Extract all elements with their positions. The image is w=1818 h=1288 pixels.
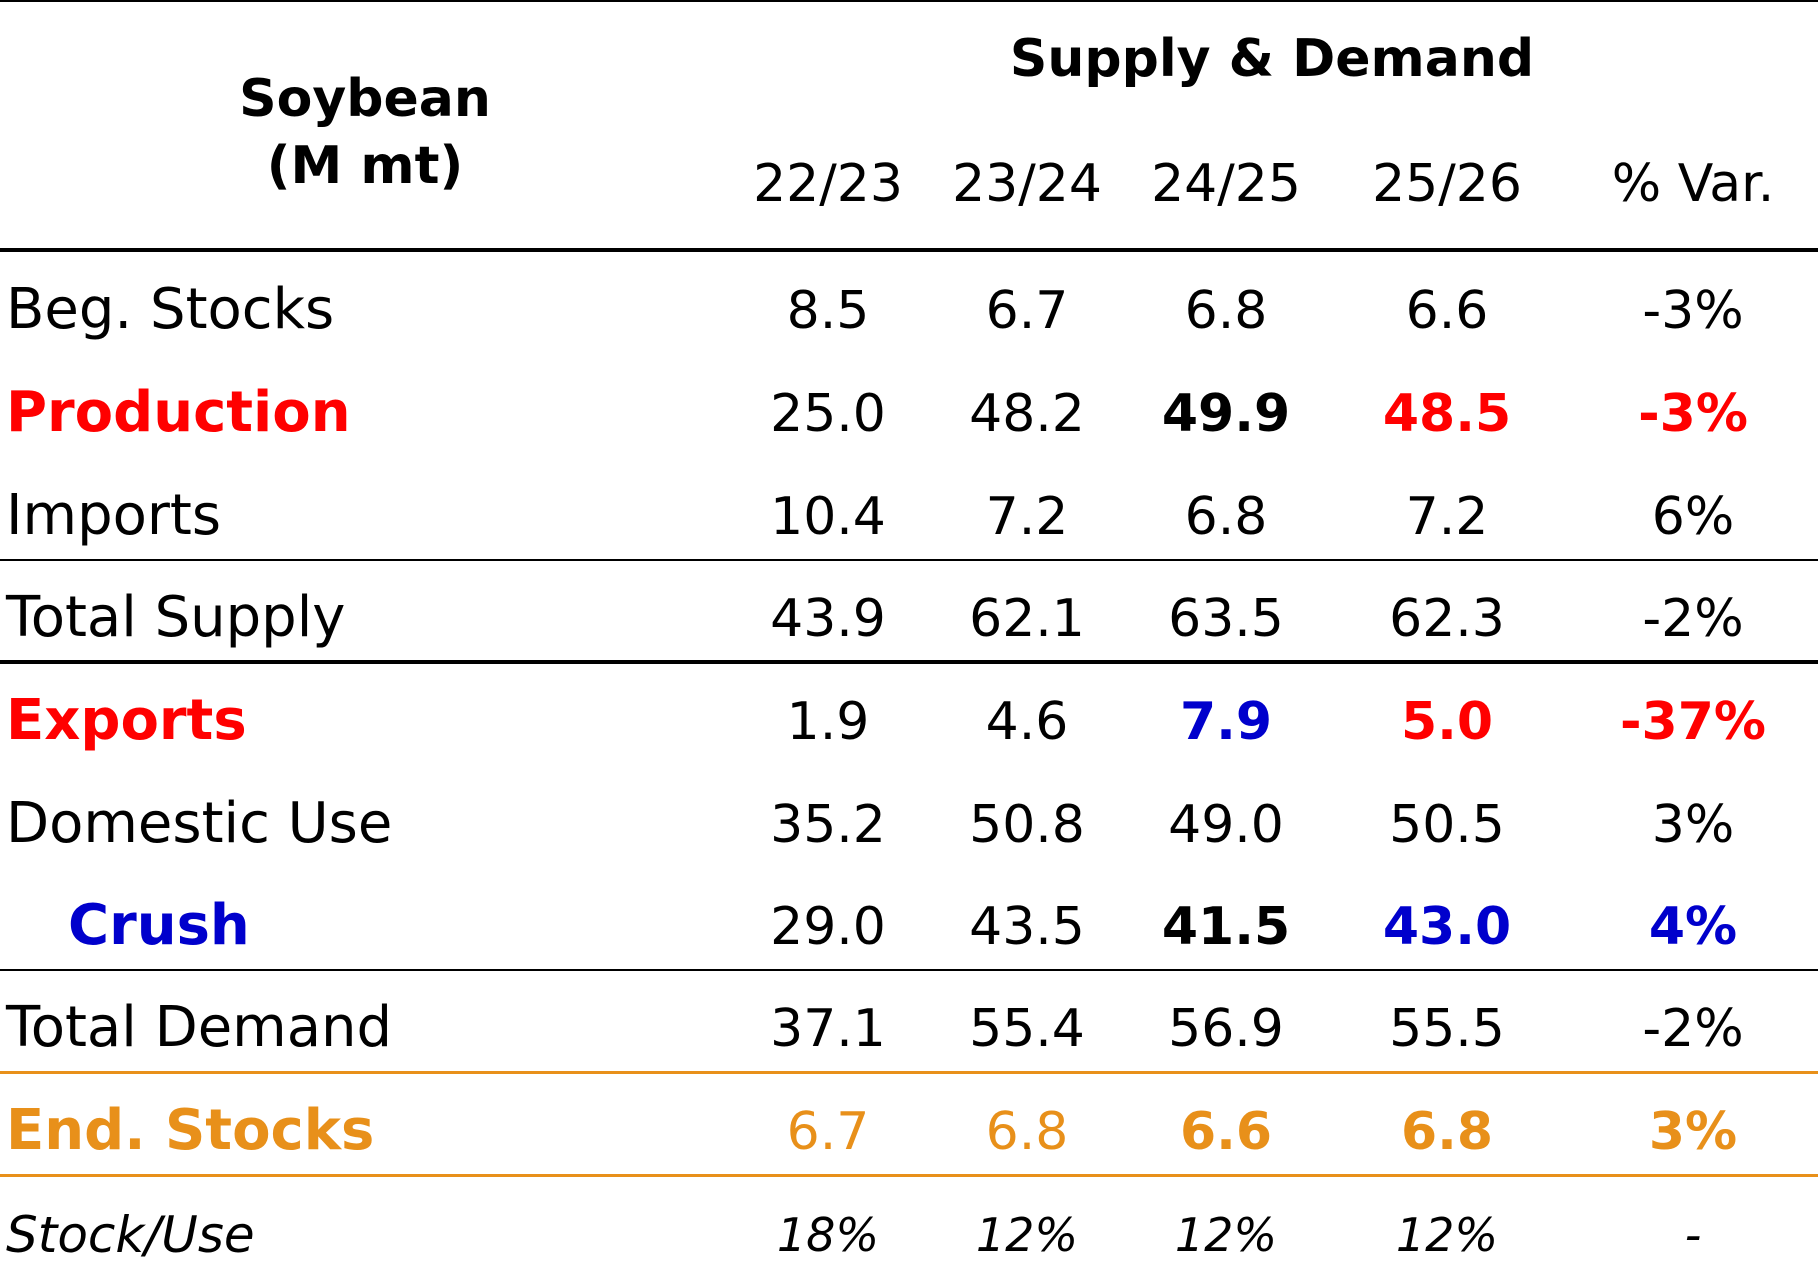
column-header-25-26: 25/26 — [1372, 154, 1522, 214]
row-label-domestic-use: Domestic Use — [6, 791, 393, 856]
cell-production-22-23: 25.0 — [770, 384, 886, 444]
row-label-beg-stocks: Beg. Stocks — [6, 277, 335, 342]
top-rule — [0, 0, 1818, 2]
cell-imports-22-23: 10.4 — [770, 487, 886, 547]
cell-crush-25-26: 43.0 — [1382, 897, 1512, 957]
supply-rule — [0, 559, 1818, 561]
row-label-end-stocks: End. Stocks — [6, 1098, 375, 1163]
cell-total-supply-24-25: 63.5 — [1168, 589, 1284, 649]
column-header-24-25: 24/25 — [1151, 154, 1301, 214]
cell-end-stocks-22-23: 6.7 — [786, 1102, 870, 1162]
cell-exports-25-26: 5.0 — [1400, 692, 1494, 752]
column-header-pct-var: % Var. — [1611, 154, 1775, 214]
cell-beg-stocks-25-26: 6.6 — [1405, 281, 1489, 341]
cell-total-demand-23-24: 55.4 — [969, 999, 1085, 1059]
cell-stock-use-25-26: 12% — [1395, 1208, 1499, 1262]
cell-domestic-use-25-26: 50.5 — [1389, 795, 1505, 855]
cell-imports-23-24: 7.2 — [985, 487, 1069, 547]
cell-exports-pct-var: -37% — [1619, 692, 1767, 752]
cell-beg-stocks-24-25: 6.8 — [1184, 281, 1268, 341]
cell-total-demand-24-25: 56.9 — [1168, 999, 1284, 1059]
cell-domestic-use-22-23: 35.2 — [770, 795, 886, 855]
row-label-production: Production — [6, 380, 351, 445]
cell-total-supply-23-24: 62.1 — [969, 589, 1085, 649]
cell-domestic-use-24-25: 49.0 — [1168, 795, 1284, 855]
column-header-22-23: 22/23 — [753, 154, 903, 214]
cell-crush-pct-var: 4% — [1648, 897, 1738, 957]
cell-crush-23-24: 43.5 — [969, 897, 1085, 957]
cell-end-stocks-pct-var: 3% — [1648, 1102, 1738, 1162]
cell-exports-22-23: 1.9 — [786, 692, 870, 752]
column-header-23-24: 23/24 — [952, 154, 1102, 214]
row-label-exports: Exports — [6, 688, 247, 753]
cell-end-stocks-24-25: 6.6 — [1179, 1102, 1273, 1162]
cell-total-supply-25-26: 62.3 — [1389, 589, 1505, 649]
cell-beg-stocks-pct-var: -3% — [1642, 281, 1744, 341]
cell-beg-stocks-23-24: 6.7 — [985, 281, 1069, 341]
cell-total-supply-pct-var: -2% — [1642, 589, 1744, 649]
cell-production-pct-var: -3% — [1638, 384, 1748, 444]
cell-stock-use-24-25: 12% — [1174, 1208, 1278, 1262]
group-title: Supply & Demand — [1009, 29, 1535, 89]
cell-domestic-use-23-24: 50.8 — [969, 795, 1085, 855]
cell-production-25-26: 48.5 — [1382, 384, 1512, 444]
row-label-imports: Imports — [6, 483, 222, 548]
cell-stock-use-pct-var: - — [1684, 1208, 1702, 1262]
cell-total-demand-pct-var: -2% — [1642, 999, 1744, 1059]
cell-stock-use-23-24: 12% — [975, 1208, 1079, 1262]
cell-domestic-use-pct-var: 3% — [1651, 795, 1735, 855]
end-stocks-top-rule — [0, 1071, 1818, 1074]
cell-total-demand-22-23: 37.1 — [770, 999, 886, 1059]
cell-production-24-25: 49.9 — [1161, 384, 1291, 444]
cell-total-demand-25-26: 55.5 — [1389, 999, 1505, 1059]
cell-imports-25-26: 7.2 — [1405, 487, 1489, 547]
demand-rule — [0, 969, 1818, 971]
row-label-crush: Crush — [68, 893, 250, 958]
cell-beg-stocks-22-23: 8.5 — [786, 281, 870, 341]
cell-imports-24-25: 6.8 — [1184, 487, 1268, 547]
row-label-stock-use: Stock/Use — [6, 1206, 255, 1264]
table-title-line1: Soybean — [239, 69, 491, 129]
row-label-total-demand: Total Demand — [6, 995, 393, 1060]
cell-total-supply-22-23: 43.9 — [770, 589, 886, 649]
cell-exports-23-24: 4.6 — [985, 692, 1069, 752]
cell-exports-24-25: 7.9 — [1179, 692, 1273, 752]
cell-production-23-24: 48.2 — [969, 384, 1085, 444]
cell-end-stocks-25-26: 6.8 — [1400, 1102, 1494, 1162]
cell-crush-22-23: 29.0 — [770, 897, 886, 957]
cell-stock-use-22-23: 18% — [776, 1208, 880, 1262]
cell-end-stocks-23-24: 6.8 — [985, 1102, 1069, 1162]
cell-crush-24-25: 41.5 — [1161, 897, 1291, 957]
cell-imports-pct-var: 6% — [1651, 487, 1735, 547]
end-stocks-bottom-rule — [0, 1174, 1818, 1177]
row-label-total-supply: Total Supply — [6, 585, 346, 650]
table-title-line2: (M mt) — [266, 136, 464, 196]
header-rule — [0, 248, 1818, 252]
total-supply-rule — [0, 660, 1818, 664]
